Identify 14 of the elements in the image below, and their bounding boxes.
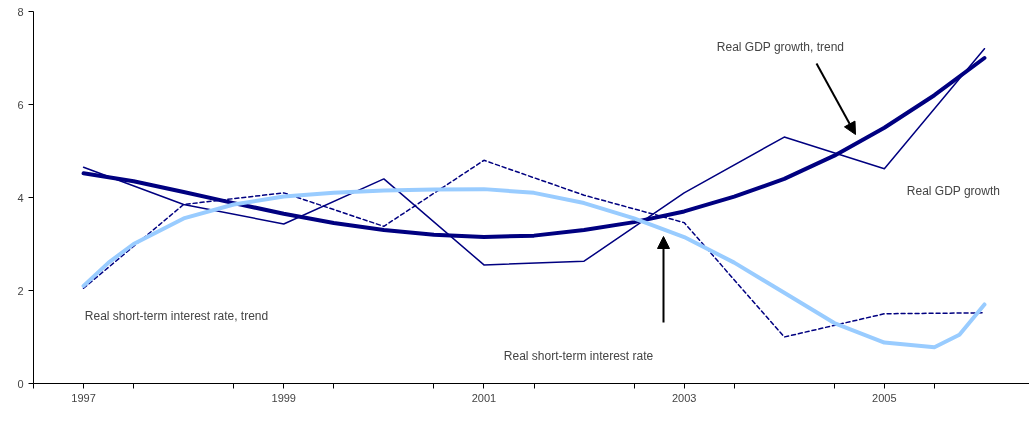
annotation: Real short-term interest rate	[503, 348, 654, 363]
annotation: Real GDP growth	[906, 183, 1000, 198]
y-tick-label: 4	[17, 191, 24, 204]
y-tick-label: 6	[17, 98, 24, 111]
x-tick-label: 2001	[471, 391, 497, 404]
x-tick-label: 2005	[872, 391, 897, 404]
annotation: Real GDP growth, trend	[716, 39, 844, 54]
y-tick-label: 2	[17, 284, 24, 297]
y-tick-label: 0	[17, 377, 24, 390]
y-tick-label: 8	[17, 5, 24, 18]
x-tick-label: 2003	[671, 391, 697, 404]
x-tick-label: 1997	[71, 391, 96, 404]
x-tick-label: 1999	[271, 391, 296, 404]
annotation: Real short-term interest rate, trend	[84, 308, 269, 323]
